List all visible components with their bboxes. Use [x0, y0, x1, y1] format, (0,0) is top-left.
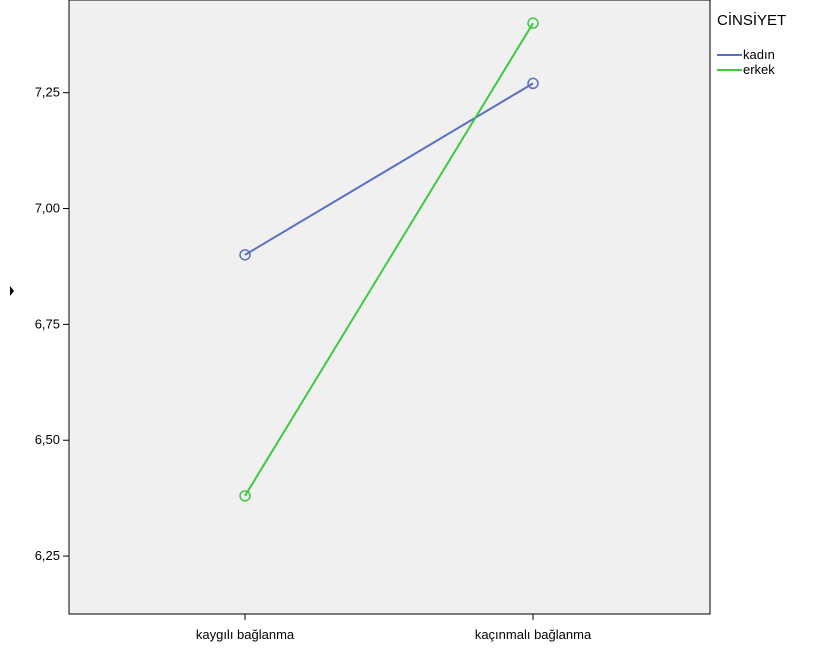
series-line — [244, 82, 534, 256]
legend-label: kadın — [743, 47, 775, 62]
y-axis: 6,25 6,50 6,75 7,00 7,25 — [35, 85, 69, 563]
data-point — [239, 490, 251, 502]
x-axis: kaygılı bağlanma kaçınmalı bağlanma — [196, 614, 592, 642]
y-tick-label: 7,25 — [35, 85, 60, 100]
y-tick-label: 6,50 — [35, 432, 60, 447]
legend-title: CİNSİYET — [717, 11, 786, 29]
data-point — [239, 249, 251, 261]
data-point — [527, 77, 539, 90]
x-tick-label: kaçınmalı bağlanma — [475, 627, 592, 642]
series — [239, 77, 539, 261]
series-layer — [239, 17, 539, 502]
y-tick-label: 6,25 — [35, 548, 60, 563]
plot-area — [68, 0, 711, 615]
y-tick-label: 6,75 — [35, 316, 60, 331]
data-point — [527, 17, 539, 29]
left-edge-marker — [10, 286, 14, 296]
legend-label: erkek — [743, 62, 775, 77]
series-line — [244, 22, 534, 497]
x-tick-label: kaygılı bağlanma — [196, 627, 295, 642]
series — [239, 17, 539, 502]
y-tick-label: 7,00 — [35, 201, 60, 216]
